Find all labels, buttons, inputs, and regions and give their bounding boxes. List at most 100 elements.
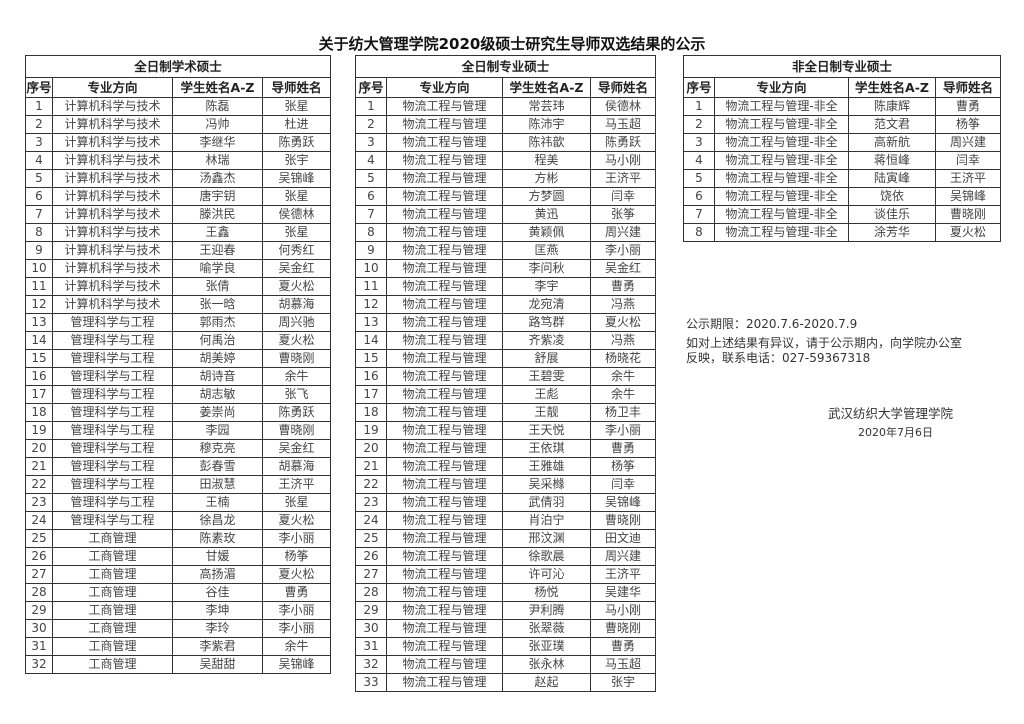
table-row: 1 物流工程与管理 常芸玮 侯德林: [355, 97, 657, 116]
cell-index: 21: [355, 457, 387, 476]
cell-index: 30: [355, 619, 387, 638]
notice-date: 2020年7月6日: [858, 426, 933, 439]
cell-advisor: 周兴建: [934, 133, 1002, 152]
cell-advisor: 曹晓刚: [589, 619, 657, 638]
cell-student: 齐紫凌: [502, 331, 591, 350]
table-row: 27 物流工程与管理 许可沁 王济平: [355, 565, 657, 584]
cell-advisor: 夏火松: [261, 511, 332, 530]
table-row: 15 管理科学与工程 胡美婷 曹晓刚: [25, 349, 332, 368]
cell-major: 管理科学与工程: [52, 385, 173, 404]
cell-advisor: 马小刚: [589, 601, 657, 620]
cell-student: 徐昌龙: [172, 511, 263, 530]
table-row: 7 物流工程与管理 黄迅 张筝: [355, 205, 657, 224]
cell-index: 22: [355, 475, 387, 494]
cell-student: 李园: [172, 421, 263, 440]
table-row: 4 物流工程与管理-非全 蒋恒峰 闫幸: [683, 151, 1002, 170]
cell-advisor: 余牛: [261, 367, 332, 386]
cell-index: 28: [25, 583, 53, 602]
cell-student: 胡志敏: [172, 385, 263, 404]
cell-major: 工商管理: [52, 601, 173, 620]
cell-student: 李紫君: [172, 637, 263, 656]
cell-advisor: 李小丽: [261, 601, 332, 620]
cell-advisor: 吴金红: [589, 259, 657, 278]
cell-major: 管理科学与工程: [52, 511, 173, 530]
table-row: 6 物流工程与管理-非全 饶依 吴锦峰: [683, 187, 1002, 206]
cell-index: 24: [355, 511, 387, 530]
cell-student: 姜崇尚: [172, 403, 263, 422]
cell-student: 杨悦: [502, 583, 591, 602]
cell-index: 2: [355, 115, 387, 134]
cell-student: 王楠: [172, 493, 263, 512]
cell-advisor: 曹勇: [934, 97, 1002, 116]
table-row: 29 工商管理 李坤 李小丽: [25, 601, 332, 620]
header-advisor: 导师姓名: [934, 77, 1002, 98]
table-row: 2 计算机科学与技术 冯帅 杜进: [25, 115, 332, 134]
cell-major: 管理科学与工程: [52, 421, 173, 440]
cell-index: 10: [355, 259, 387, 278]
table-row: 26 物流工程与管理 徐歌晨 周兴建: [355, 547, 657, 566]
cell-major: 计算机科学与技术: [52, 115, 173, 134]
cell-index: 16: [355, 367, 387, 386]
cell-student: 张一晗: [172, 295, 263, 314]
cell-advisor: 张星: [261, 223, 332, 242]
table-row: 18 管理科学与工程 姜崇尚 陈勇跃: [25, 403, 332, 422]
table-row: 29 物流工程与管理 尹利腾 马小刚: [355, 601, 657, 620]
table-row: 5 物流工程与管理-非全 陆寅峰 王济平: [683, 169, 1002, 188]
table-row: 19 管理科学与工程 李园 曹晓刚: [25, 421, 332, 440]
cell-index: 32: [25, 655, 53, 674]
table-row: 32 物流工程与管理 张永林 马玉超: [355, 655, 657, 674]
cell-student: 王鑫: [172, 223, 263, 242]
cell-student: 陈素玫: [172, 529, 263, 548]
cell-major: 计算机科学与技术: [52, 133, 173, 152]
cell-advisor: 杨晓花: [589, 349, 657, 368]
cell-major: 物流工程与管理: [386, 115, 503, 134]
cell-index: 13: [25, 313, 53, 332]
cell-advisor: 胡慕海: [261, 295, 332, 314]
table-row: 6 计算机科学与技术 唐宇钥 张星: [25, 187, 332, 206]
cell-student: 张翠薇: [502, 619, 591, 638]
cell-advisor: 曹勇: [261, 583, 332, 602]
cell-student: 甘媛: [172, 547, 263, 566]
cell-index: 30: [25, 619, 53, 638]
cell-student: 张倩: [172, 277, 263, 296]
cell-major: 物流工程与管理: [386, 547, 503, 566]
cell-student: 武倩羽: [502, 493, 591, 512]
cell-index: 1: [25, 97, 53, 116]
cell-major: 计算机科学与技术: [52, 187, 173, 206]
cell-student: 王碧雯: [502, 367, 591, 386]
cell-index: 17: [355, 385, 387, 404]
cell-index: 33: [355, 673, 387, 692]
cell-major: 管理科学与工程: [52, 367, 173, 386]
cell-advisor: 曹晓刚: [589, 511, 657, 530]
cell-index: 26: [355, 547, 387, 566]
table-header-row: 序号 专业方向 学生姓名A-Z 导师姓名: [683, 77, 1002, 98]
cell-major: 工商管理: [52, 529, 173, 548]
cell-major: 物流工程与管理: [386, 637, 503, 656]
cell-index: 11: [355, 277, 387, 296]
cell-advisor: 夏火松: [261, 331, 332, 350]
table-row: 30 工商管理 李玲 李小丽: [25, 619, 332, 638]
table-row: 10 物流工程与管理 李问秋 吴金红: [355, 259, 657, 278]
cell-index: 6: [355, 187, 387, 206]
cell-major: 物流工程与管理-非全: [714, 97, 849, 116]
cell-major: 管理科学与工程: [52, 475, 173, 494]
cell-index: 23: [25, 493, 53, 512]
cell-major: 计算机科学与技术: [52, 295, 173, 314]
cell-student: 王天悦: [502, 421, 591, 440]
cell-major: 计算机科学与技术: [52, 241, 173, 260]
cell-advisor: 余牛: [261, 637, 332, 656]
cell-index: 14: [355, 331, 387, 350]
cell-index: 26: [25, 547, 53, 566]
cell-student: 彭春雪: [172, 457, 263, 476]
cell-student: 郭雨杰: [172, 313, 263, 332]
cell-major: 物流工程与管理: [386, 133, 503, 152]
table-row: 3 计算机科学与技术 李继华 陈勇跃: [25, 133, 332, 152]
cell-advisor: 吴建华: [589, 583, 657, 602]
cell-major: 计算机科学与技术: [52, 223, 173, 242]
cell-major: 物流工程与管理: [386, 295, 503, 314]
cell-advisor: 陈勇跃: [261, 403, 332, 422]
cell-major: 计算机科学与技术: [52, 169, 173, 188]
cell-student: 冯帅: [172, 115, 263, 134]
cell-student: 高新航: [848, 133, 936, 152]
cell-index: 8: [25, 223, 53, 242]
